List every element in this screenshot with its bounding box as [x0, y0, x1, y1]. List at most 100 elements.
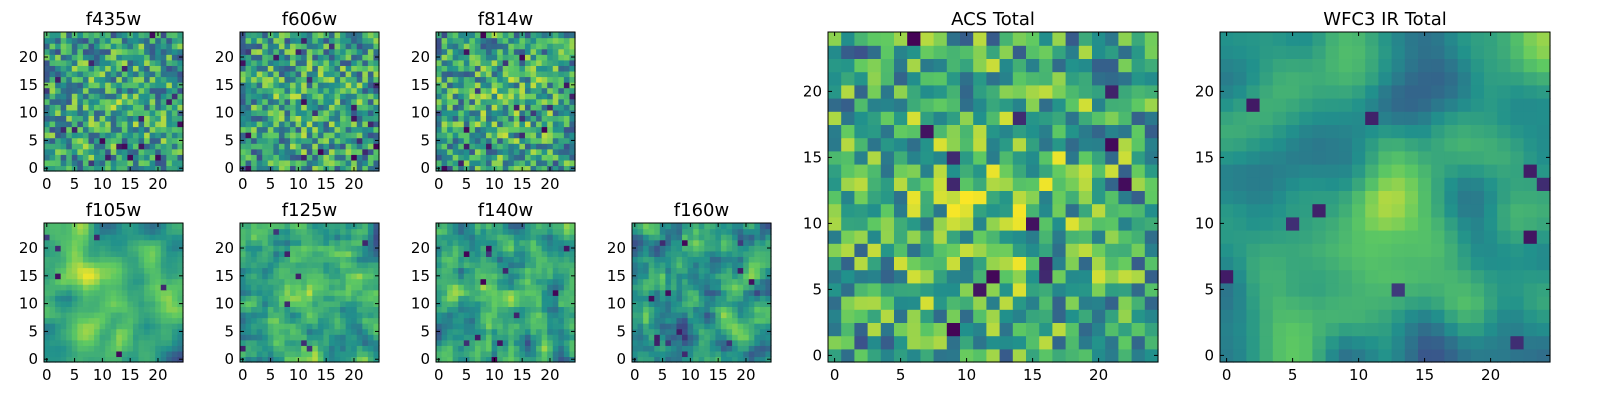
heatmap-cell — [66, 267, 73, 274]
heatmap-cell — [748, 289, 755, 296]
heatmap-cell — [127, 245, 134, 252]
heatmap-cell — [127, 109, 134, 116]
heatmap-cell — [105, 159, 112, 167]
heatmap-cell — [55, 109, 62, 116]
heatmap-cell — [149, 295, 156, 302]
heatmap-cell — [60, 109, 67, 116]
heatmap-cell — [541, 345, 548, 352]
heatmap-cell — [732, 250, 739, 257]
heatmap-cell — [245, 159, 252, 167]
heatmap-cell — [362, 345, 369, 352]
heatmap-cell — [77, 82, 84, 89]
heatmap-cell — [508, 93, 515, 100]
heatmap-cell — [345, 267, 352, 274]
heatmap-cell — [55, 115, 62, 122]
heatmap-cell — [558, 137, 565, 144]
heatmap-cell — [301, 284, 308, 291]
heatmap-cell — [474, 284, 482, 291]
heatmap-cell — [127, 37, 134, 44]
heatmap-cell — [463, 250, 470, 257]
heatmap-cell — [345, 148, 352, 155]
heatmap-cell — [452, 323, 459, 330]
heatmap-cell — [765, 339, 772, 346]
heatmap-cell — [82, 356, 90, 363]
heatmap-cell — [480, 98, 487, 105]
heatmap-cell — [552, 328, 559, 335]
heatmap-cell — [547, 245, 554, 252]
heatmap-cell — [351, 132, 358, 139]
heatmap-cell — [519, 267, 526, 274]
heatmap-cell — [452, 143, 459, 150]
heatmap-cell — [367, 137, 375, 144]
heatmap-cell — [854, 190, 869, 205]
heatmap-cell — [251, 317, 258, 324]
heatmap-cell — [312, 239, 319, 246]
heatmap-cell — [273, 328, 280, 335]
heatmap-cell — [290, 159, 297, 167]
heatmap-cell — [524, 32, 532, 39]
heatmap-cell — [648, 300, 655, 307]
heatmap-cell — [55, 328, 62, 335]
heatmap-cell — [480, 115, 487, 122]
heatmap-cell — [160, 70, 167, 78]
heatmap-cell — [654, 228, 661, 235]
heatmap-cell — [121, 223, 128, 230]
heatmap-cell — [732, 334, 739, 341]
heatmap-cell — [323, 334, 330, 341]
heatmap-cell — [436, 350, 443, 358]
heatmap-cell — [60, 87, 67, 94]
heatmap-cell — [351, 87, 358, 94]
heatmap-cell — [513, 317, 520, 324]
heatmap-cell — [44, 239, 51, 246]
heatmap-cell — [55, 239, 62, 246]
heatmap-cell — [867, 335, 882, 350]
heatmap-cell — [278, 59, 286, 66]
heatmap-cell — [317, 109, 324, 116]
heatmap-cell — [474, 76, 482, 83]
heatmap-cell — [110, 37, 117, 44]
heatmap-cell — [367, 154, 375, 161]
heatmap-cell — [447, 228, 454, 235]
heatmap-cell — [441, 245, 448, 252]
heatmap-cell — [362, 132, 369, 139]
heatmap-cell — [367, 54, 375, 61]
heatmap-cell — [105, 43, 112, 50]
heatmap-cell — [155, 115, 162, 122]
heatmap-cell — [828, 150, 842, 165]
heatmap-cell — [973, 256, 987, 271]
heatmap-cell — [60, 239, 67, 246]
y-tick-label: 0 — [420, 159, 430, 177]
heatmap-cell — [356, 48, 363, 55]
heatmap-cell — [748, 295, 755, 302]
heatmap-cell — [44, 120, 51, 128]
heatmap-cell — [71, 311, 78, 319]
heatmap-cell — [474, 120, 482, 128]
heatmap-cell — [278, 70, 286, 78]
heatmap-cell — [251, 132, 258, 139]
heatmap-cell — [94, 245, 101, 252]
heatmap-cell — [469, 311, 476, 319]
heatmap-cell — [536, 278, 543, 285]
heatmap-cell — [536, 284, 543, 291]
heatmap-cell — [306, 32, 313, 39]
heatmap-cell — [306, 339, 313, 346]
heatmap-cell — [480, 289, 487, 296]
heatmap-cell — [687, 295, 694, 302]
heatmap-cell — [301, 267, 308, 274]
heatmap-cell — [519, 82, 526, 89]
heatmap-cell — [362, 223, 369, 230]
heatmap-cell — [986, 309, 1001, 323]
heatmap-cell — [99, 228, 106, 235]
heatmap-cell — [160, 356, 167, 363]
heatmap-cell — [765, 261, 772, 269]
heatmap-cell — [256, 43, 263, 50]
heatmap-cell — [765, 250, 772, 257]
heatmap-cell — [502, 228, 509, 235]
heatmap-cell — [480, 223, 487, 230]
heatmap-cell — [486, 245, 493, 252]
heatmap-cell — [469, 76, 476, 83]
heatmap-cell — [480, 284, 487, 291]
heatmap-cell — [754, 250, 761, 257]
heatmap-cell — [474, 345, 482, 352]
heatmap-cell — [933, 348, 948, 363]
